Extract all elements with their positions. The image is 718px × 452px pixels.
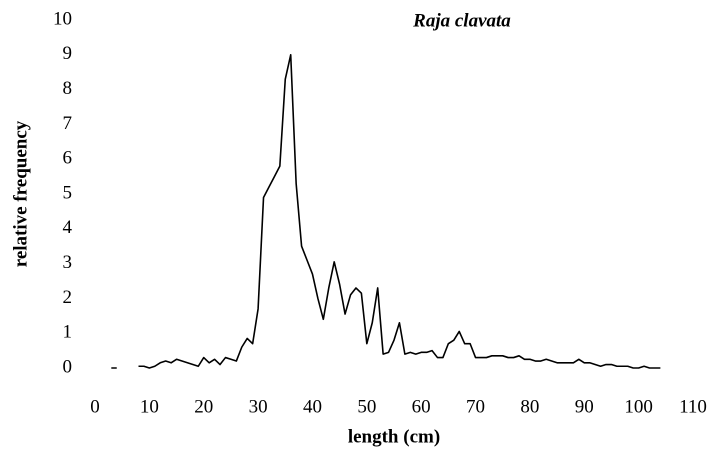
x-tick-label: 60	[412, 396, 431, 417]
x-tick-label: 20	[194, 396, 213, 417]
x-tick-label: 100	[624, 396, 653, 417]
x-tick-label: 10	[140, 396, 159, 417]
y-tick-label: 0	[63, 356, 73, 377]
chart-title: Raja clavata	[412, 10, 511, 31]
y-tick-label: 5	[63, 182, 73, 203]
y-tick-label: 6	[63, 148, 73, 169]
x-tick-label: 80	[520, 396, 539, 417]
x-tick-label: 30	[249, 396, 268, 417]
y-tick-label: 9	[63, 43, 73, 64]
x-tick-label: 90	[575, 396, 594, 417]
x-tick-label: 40	[303, 396, 322, 417]
y-tick-label: 1	[63, 322, 73, 343]
x-tick-label: 70	[466, 396, 485, 417]
y-tick-label: 10	[53, 8, 72, 29]
y-tick-label: 2	[63, 287, 73, 308]
y-tick-label: 8	[63, 78, 73, 99]
y-axis-label: relative frequency	[10, 120, 31, 267]
x-axis-label: length (cm)	[348, 426, 440, 447]
data-line	[111, 54, 661, 369]
x-tick-label: 50	[357, 396, 376, 417]
y-tick-label: 3	[63, 252, 73, 273]
x-tick-label: 0	[90, 396, 100, 417]
y-tick-label: 7	[63, 113, 73, 134]
x-tick-label: 110	[679, 396, 707, 417]
y-tick-label: 4	[63, 217, 73, 238]
